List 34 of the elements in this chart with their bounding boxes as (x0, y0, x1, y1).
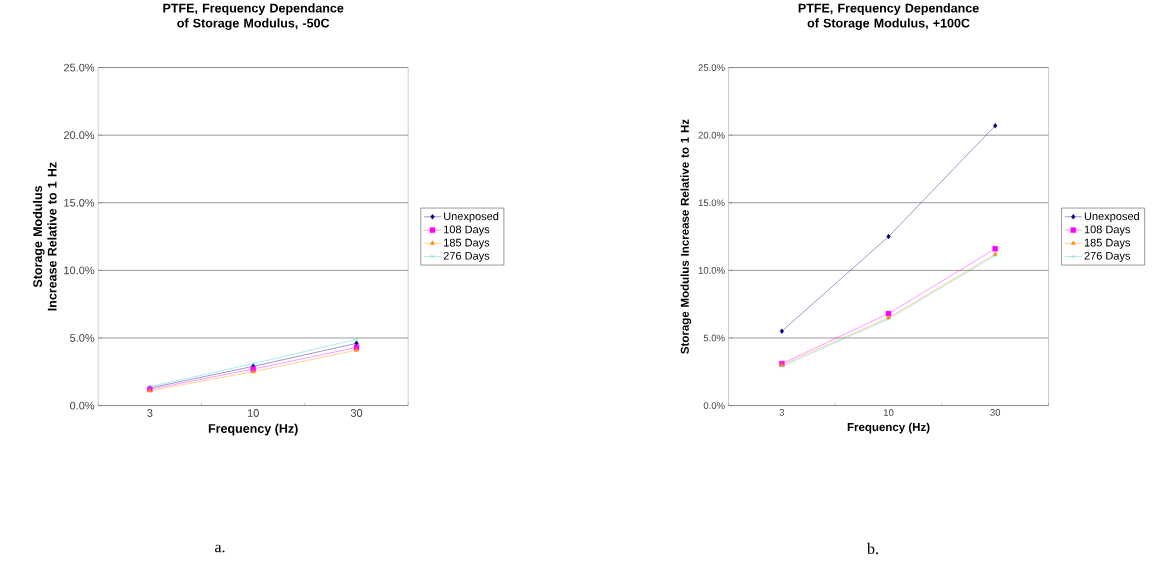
y-tick-label: 20.0% (698, 132, 725, 139)
y-axis-title: Storage Modulus Increase Relative to 1 Hz (32, 162, 57, 311)
y-tick-label: 0.0% (703, 402, 725, 410)
x-axis-title: Frequency (Hz) (847, 422, 930, 434)
chart-title: PTFE, Frequency Dependance of Storage Modulus, -50C (163, 3, 344, 31)
y-tick-label: 10.0% (64, 266, 95, 275)
y-tick-label: 20.0% (64, 131, 95, 140)
legend-label: 276 Days (443, 252, 490, 263)
x-tick-label: 30 (990, 409, 1001, 417)
y-axis-title: Storage Modulus Increase Relative to 1 Hz (680, 119, 692, 355)
text: a. (215, 544, 225, 553)
x-tick-label: 30 (350, 409, 363, 418)
y-tick-label: 15.0% (698, 199, 725, 207)
legend-label: 185 Days (1084, 238, 1131, 249)
legend-label: 108 Days (1084, 225, 1131, 236)
legend-label: 108 Days (444, 225, 490, 236)
y-tick-label: 10.0% (698, 267, 725, 274)
x-tick-label: 3 (147, 409, 153, 418)
legend-label: Unexposed (444, 212, 499, 223)
y-tick-label: 25.0% (64, 63, 95, 72)
x-axis-title: Frequency (Hz) (208, 423, 298, 436)
y-tick-label: 25.0% (698, 64, 725, 72)
y-tick-label: 0.0% (70, 401, 95, 410)
text: b. (867, 543, 878, 555)
x-tick-label: 10 (247, 409, 259, 418)
legend-label: 185 Days (444, 238, 490, 249)
x-tick-label: 3 (779, 409, 785, 417)
legend-label: Unexposed (1084, 212, 1139, 223)
y-tick-label: 5.0% (70, 334, 95, 343)
y-tick-label: 5.0% (703, 334, 725, 342)
chart-title: PTFE, Frequency Dependance of Storage Modulus, +100C (798, 3, 979, 31)
x-tick-label: 10 (883, 409, 894, 417)
legend-label: 276 Days (1084, 252, 1131, 263)
y-tick-label: 15.0% (64, 199, 95, 207)
